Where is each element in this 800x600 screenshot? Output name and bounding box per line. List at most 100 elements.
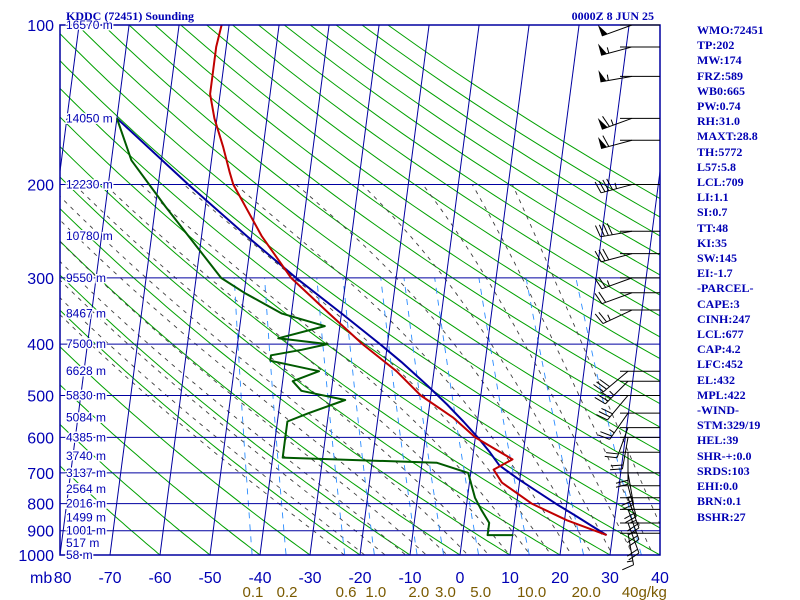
- mixing-ratio-line: [434, 277, 480, 555]
- plot-area: [0, 25, 660, 555]
- dry-adiabat: [60, 274, 411, 555]
- stability-index: TH:5772: [697, 144, 743, 159]
- pressure-tick-label: 700: [27, 466, 54, 483]
- wind-barb-half-flag: [609, 390, 615, 396]
- wind-barb-staff: [601, 292, 633, 305]
- stability-index: -WIND-: [697, 403, 739, 418]
- dry-adiabat: [102, 25, 660, 428]
- moist-adiabat: [60, 314, 346, 555]
- stability-index: TT:48: [697, 220, 729, 235]
- height-label: 1001 m: [66, 524, 106, 538]
- moist-adiabat: [140, 184, 531, 555]
- wind-barb-half-flag: [610, 119, 614, 126]
- stability-index: LI:1.1: [697, 190, 729, 205]
- wind-barb-flag: [627, 548, 638, 557]
- isotherm-gridline: [509, 25, 580, 555]
- wind-barb-pennant: [598, 43, 607, 56]
- height-label: 4385 m: [66, 430, 106, 444]
- stability-index: PW:0.74: [697, 99, 741, 114]
- dry-adiabat: [283, 25, 660, 276]
- isotherm-gridline: [609, 167, 660, 555]
- wind-barb-flag: [598, 276, 607, 288]
- wind-barb-flag: [602, 179, 610, 192]
- dry-adiabat: [76, 25, 660, 452]
- temperature-tick-label: 10: [501, 570, 519, 587]
- moist-adiabat: [183, 184, 552, 555]
- stability-index: SI:0.7: [697, 205, 728, 220]
- isotherm-gridline: [309, 25, 380, 555]
- wind-barb-flag: [598, 311, 608, 323]
- wind-barb-flag: [594, 293, 603, 304]
- wind-barb-staff: [627, 472, 635, 505]
- temperature-tick-label: -40: [248, 570, 271, 587]
- wind-barb-flag: [599, 378, 610, 388]
- wind-barb-staff: [602, 309, 633, 325]
- moist-adiabat: [296, 184, 593, 555]
- wind-barb-half-flag: [607, 314, 611, 321]
- dry-adiabat: [60, 423, 211, 555]
- stability-index: CAPE:3: [697, 296, 740, 311]
- dry-adiabat: [60, 176, 561, 555]
- mixing-ratio-line: [403, 277, 445, 555]
- wind-barb-flag: [627, 523, 638, 532]
- stability-index: TP:202: [697, 38, 735, 53]
- moist-adiabat: [235, 184, 573, 555]
- wind-barb-flag: [596, 381, 607, 390]
- wind-barb-half-flag: [630, 519, 637, 523]
- wind-barb-flag: [622, 503, 634, 510]
- height-label: 14050 m: [66, 111, 113, 125]
- height-label: 5830 m: [66, 388, 106, 402]
- parcel-path: [116, 117, 608, 536]
- height-label: 517 m: [66, 536, 99, 550]
- height-label: 1499 m: [66, 511, 106, 525]
- isotherm-gridline: [0, 25, 29, 555]
- stability-index: RH:31.0: [697, 114, 740, 129]
- mixing-ratio-label: 0.6: [336, 584, 357, 600]
- dry-adiabat: [206, 25, 660, 338]
- wind-barb-flag: [598, 224, 605, 237]
- stability-index: WB0:665: [697, 83, 745, 98]
- dry-adiabat: [60, 207, 511, 555]
- wind-barb-flag: [594, 181, 602, 194]
- wind-barb-half-flag: [606, 280, 610, 287]
- temperature-tick-label: -20: [348, 570, 371, 587]
- wind-barb-flag: [602, 135, 610, 147]
- isotherm-gridline: [60, 25, 130, 555]
- mixing-ratio-label: 0.1: [243, 584, 264, 600]
- wind-barbs-lower: [593, 370, 660, 571]
- wind-barb-flag: [594, 225, 601, 238]
- height-label: 10780 m: [66, 229, 113, 243]
- temperature-tick-label: -30: [298, 570, 321, 587]
- isotherm-gridline: [159, 25, 230, 555]
- height-label: 9550 m: [66, 271, 106, 285]
- mixing-ratio-line: [380, 277, 418, 555]
- stability-index: STM:329/19: [697, 418, 761, 433]
- temperature-profile: [209, 25, 607, 537]
- mixing-ratio-line: [316, 277, 346, 555]
- height-label: 3137 m: [66, 466, 106, 480]
- wind-barb-flag: [622, 564, 634, 571]
- stability-index: KI:35: [697, 235, 727, 250]
- wind-barb-staff: [600, 230, 633, 238]
- moist-adiabat: [60, 297, 366, 555]
- pressure-tick-label: 300: [27, 271, 54, 288]
- moist-adiabat: [60, 279, 386, 555]
- dry-adiabat: [154, 25, 660, 382]
- dry-adiabat: [60, 145, 612, 555]
- moist-adiabat: [74, 184, 490, 555]
- temperature-tick-label: -70: [98, 570, 121, 587]
- isotherm-gridline: [60, 25, 80, 176]
- isotherm-gridline: [409, 25, 480, 555]
- wind-barb-flag: [597, 394, 609, 402]
- wind-barb-flag: [602, 116, 610, 127]
- wind-barb-flag: [598, 411, 611, 418]
- dry-adiabat: [60, 465, 161, 555]
- stability-index: EL:432: [697, 372, 736, 387]
- wind-barb-flag: [594, 313, 604, 324]
- pressure-tick-label: 1000: [18, 548, 54, 565]
- height-label: 58 m: [66, 548, 93, 562]
- mixing-ratio-label: 40g/kg: [622, 584, 667, 600]
- pressure-unit-label: mb: [30, 570, 52, 587]
- dry-adiabat: [60, 32, 660, 477]
- moist-adiabat: [60, 195, 469, 555]
